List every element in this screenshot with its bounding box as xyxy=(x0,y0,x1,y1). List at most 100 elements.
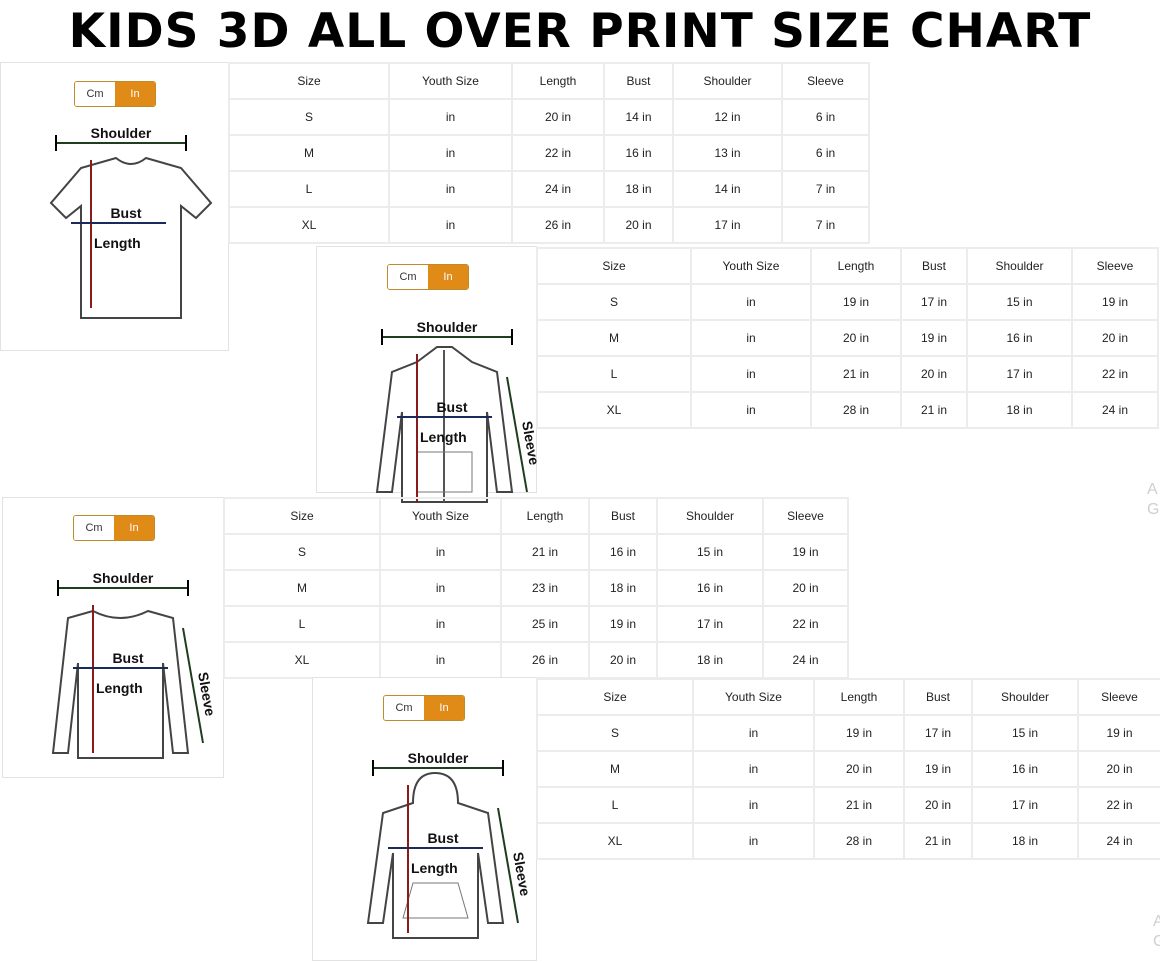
table-cell: XL xyxy=(228,206,390,244)
table-cell: 16 in xyxy=(966,319,1073,357)
table-cell: XL xyxy=(536,391,692,429)
table-cell: 14 in xyxy=(603,98,674,136)
table-cell: in xyxy=(690,355,812,393)
unit-toggle[interactable]: Cm In xyxy=(387,264,469,290)
table-cell: M xyxy=(536,750,694,788)
shoulder-label: Shoulder xyxy=(93,570,154,586)
table-cell: 20 in xyxy=(1077,750,1160,788)
long-sleeve-shirt-illustration: Shoulder Bust Length Sleeve xyxy=(51,570,219,759)
table-cell: in xyxy=(379,641,502,679)
table-cell: 26 in xyxy=(500,641,590,679)
shoulder-label: Shoulder xyxy=(91,125,152,141)
column-header: Youth Size xyxy=(388,62,513,100)
column-header: Size xyxy=(228,62,390,100)
table-cell: 18 in xyxy=(588,569,658,607)
table-cell: 25 in xyxy=(500,605,590,643)
table-cell: S xyxy=(536,714,694,752)
unit-in-button[interactable]: In xyxy=(115,82,155,106)
unit-toggle[interactable]: Cm In xyxy=(383,695,465,721)
table-cell: in xyxy=(388,170,513,208)
table-cell: 18 in xyxy=(966,391,1073,429)
table-cell: 15 in xyxy=(966,283,1073,321)
column-header: Size xyxy=(223,497,381,535)
table-cell: 20 in xyxy=(511,98,605,136)
column-header: Bust xyxy=(903,678,973,716)
sleeve-label: Sleeve xyxy=(195,671,218,718)
column-header: Shoulder xyxy=(656,497,764,535)
table-row: XL in 26 in 20 in 18 in 24 in xyxy=(223,641,849,679)
table-cell: 17 in xyxy=(966,355,1073,393)
table-row: XL in 28 in 21 in 18 in 24 in xyxy=(536,822,1160,860)
unit-in-button[interactable]: In xyxy=(428,265,468,289)
table-header-row: Size Youth Size Length Bust Shoulder Sleeve xyxy=(536,247,1159,285)
unit-toggle[interactable]: Cm In xyxy=(73,515,155,541)
bust-label: Bust xyxy=(427,830,458,846)
table-cell: 20 in xyxy=(762,569,849,607)
column-header: Sleeve xyxy=(1071,247,1159,285)
page-title: KIDS 3D ALL OVER PRINT SIZE CHART xyxy=(68,4,1092,59)
column-header: Shoulder xyxy=(672,62,783,100)
table-cell: 21 in xyxy=(900,391,968,429)
garment-diagram-zip-hoodie: Cm In Shoulder Bust Length Sleeve xyxy=(316,246,543,503)
table-cell: 12 in xyxy=(672,98,783,136)
table-cell: M xyxy=(223,569,381,607)
table-cell: 16 in xyxy=(603,134,674,172)
column-header: Size xyxy=(536,247,692,285)
table-cell: L xyxy=(228,170,390,208)
column-header: Size xyxy=(536,678,694,716)
table-cell: 19 in xyxy=(1071,283,1159,321)
column-header: Length xyxy=(500,497,590,535)
garment-diagram-long-sleeve-shirt: Cm In Shoulder Bust Length Sleeve xyxy=(2,497,224,778)
table-cell: 20 in xyxy=(810,319,902,357)
table-cell: in xyxy=(692,750,815,788)
table-cell: 23 in xyxy=(500,569,590,607)
shoulder-label: Shoulder xyxy=(417,319,478,335)
table-cell: in xyxy=(379,605,502,643)
table-cell: in xyxy=(690,319,812,357)
table-cell: 17 in xyxy=(903,714,973,752)
table-cell: 19 in xyxy=(813,714,905,752)
unit-cm-button[interactable]: Cm xyxy=(74,516,114,540)
table-cell: in xyxy=(692,714,815,752)
table-cell: 21 in xyxy=(810,355,902,393)
table-cell: in xyxy=(379,569,502,607)
table-cell: 24 in xyxy=(511,170,605,208)
zip-hoodie-illustration: Shoulder Bust Length Sleeve xyxy=(375,319,543,503)
length-label: Length xyxy=(411,860,458,876)
unit-cm-button[interactable]: Cm xyxy=(384,696,424,720)
unit-in-button[interactable]: In xyxy=(424,696,464,720)
table-cell: 16 in xyxy=(971,750,1079,788)
unit-cm-button[interactable]: Cm xyxy=(388,265,428,289)
table-cell: L xyxy=(536,355,692,393)
garment-diagram-t-shirt: Cm In Shoulder Bust Length xyxy=(0,62,229,351)
table-cell: 22 in xyxy=(762,605,849,643)
table-cell: 22 in xyxy=(1071,355,1159,393)
table-cell: 28 in xyxy=(813,822,905,860)
column-header: Bust xyxy=(603,62,674,100)
table-cell: 21 in xyxy=(813,786,905,824)
bust-label: Bust xyxy=(110,205,141,221)
unit-cm-button[interactable]: Cm xyxy=(75,82,115,106)
table-cell: 7 in xyxy=(781,170,870,208)
table-cell: M xyxy=(228,134,390,172)
table-cell: 28 in xyxy=(810,391,902,429)
shoulder-label: Shoulder xyxy=(408,750,469,766)
column-header: Youth Size xyxy=(690,247,812,285)
column-header: Length xyxy=(813,678,905,716)
column-header: Bust xyxy=(900,247,968,285)
table-cell: 15 in xyxy=(656,533,764,571)
table-cell: 24 in xyxy=(762,641,849,679)
sleeve-label: Sleeve xyxy=(519,420,542,467)
pullover-hoodie-illustration: Shoulder Bust Length Sleeve xyxy=(366,750,534,939)
unit-in-button[interactable]: In xyxy=(114,516,154,540)
table-cell: 16 in xyxy=(588,533,658,571)
table-cell: in xyxy=(388,134,513,172)
watermark-text: AGo xyxy=(1147,481,1160,518)
table-cell: 17 in xyxy=(672,206,783,244)
unit-toggle[interactable]: Cm In xyxy=(74,81,156,107)
